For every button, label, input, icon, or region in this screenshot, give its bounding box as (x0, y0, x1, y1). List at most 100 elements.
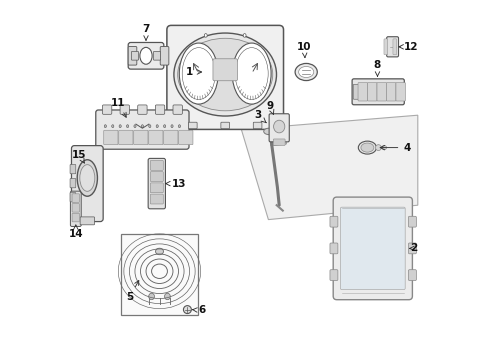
Text: 14: 14 (69, 225, 83, 239)
Ellipse shape (235, 48, 268, 99)
Ellipse shape (204, 33, 207, 37)
Ellipse shape (134, 125, 136, 128)
Text: 2: 2 (410, 243, 417, 253)
Text: 13: 13 (166, 179, 187, 189)
FancyBboxPatch shape (333, 197, 413, 300)
Ellipse shape (295, 63, 318, 81)
FancyBboxPatch shape (330, 216, 338, 227)
FancyBboxPatch shape (273, 139, 285, 145)
Ellipse shape (80, 165, 95, 191)
Ellipse shape (178, 38, 273, 111)
FancyBboxPatch shape (330, 243, 338, 254)
Text: 1: 1 (186, 67, 201, 77)
Polygon shape (242, 115, 418, 220)
FancyBboxPatch shape (72, 213, 79, 222)
FancyBboxPatch shape (102, 105, 112, 114)
Ellipse shape (141, 125, 144, 128)
FancyBboxPatch shape (189, 122, 197, 129)
FancyBboxPatch shape (377, 82, 387, 101)
FancyBboxPatch shape (387, 82, 396, 101)
Text: 9: 9 (267, 101, 274, 114)
Text: 6: 6 (193, 305, 205, 315)
FancyBboxPatch shape (160, 46, 169, 65)
FancyBboxPatch shape (253, 122, 262, 129)
Ellipse shape (182, 48, 215, 99)
Text: 15: 15 (72, 150, 87, 163)
Ellipse shape (77, 160, 98, 196)
Ellipse shape (264, 128, 274, 135)
FancyBboxPatch shape (358, 82, 368, 101)
Ellipse shape (140, 48, 152, 64)
FancyBboxPatch shape (341, 207, 405, 289)
Ellipse shape (174, 33, 276, 116)
Ellipse shape (104, 125, 106, 128)
FancyBboxPatch shape (330, 270, 338, 280)
FancyBboxPatch shape (384, 39, 388, 55)
FancyBboxPatch shape (164, 130, 178, 145)
FancyBboxPatch shape (128, 46, 137, 65)
FancyBboxPatch shape (72, 203, 79, 212)
Text: 3: 3 (254, 110, 266, 123)
FancyBboxPatch shape (138, 105, 147, 114)
FancyBboxPatch shape (396, 82, 405, 101)
Ellipse shape (178, 125, 180, 128)
Ellipse shape (148, 293, 154, 300)
FancyBboxPatch shape (393, 39, 397, 55)
Ellipse shape (361, 143, 374, 152)
Ellipse shape (358, 141, 376, 154)
Polygon shape (270, 131, 286, 146)
Ellipse shape (183, 306, 192, 314)
FancyBboxPatch shape (104, 130, 118, 145)
FancyBboxPatch shape (70, 179, 76, 188)
Text: 12: 12 (399, 42, 418, 52)
FancyBboxPatch shape (72, 146, 103, 222)
Ellipse shape (171, 125, 173, 128)
FancyBboxPatch shape (128, 42, 164, 69)
Text: 5: 5 (126, 280, 139, 302)
Text: 10: 10 (297, 42, 312, 58)
FancyBboxPatch shape (149, 130, 163, 145)
Ellipse shape (298, 67, 314, 77)
Bar (121, 234, 198, 315)
FancyBboxPatch shape (134, 130, 148, 145)
FancyBboxPatch shape (396, 84, 403, 99)
FancyBboxPatch shape (150, 161, 163, 170)
FancyBboxPatch shape (387, 37, 398, 57)
Ellipse shape (375, 145, 381, 150)
FancyBboxPatch shape (71, 191, 81, 226)
FancyBboxPatch shape (179, 130, 193, 145)
Ellipse shape (165, 293, 171, 300)
FancyBboxPatch shape (119, 130, 133, 145)
FancyBboxPatch shape (96, 110, 189, 149)
FancyBboxPatch shape (269, 114, 289, 142)
Text: 11: 11 (111, 98, 126, 117)
FancyBboxPatch shape (155, 105, 165, 114)
Ellipse shape (273, 120, 285, 133)
FancyBboxPatch shape (80, 217, 95, 225)
FancyBboxPatch shape (167, 25, 284, 129)
FancyBboxPatch shape (368, 82, 377, 101)
FancyBboxPatch shape (150, 194, 163, 204)
FancyBboxPatch shape (120, 105, 129, 114)
Ellipse shape (382, 145, 387, 150)
FancyBboxPatch shape (72, 194, 79, 202)
FancyBboxPatch shape (70, 165, 76, 174)
Ellipse shape (232, 43, 271, 104)
Text: 8: 8 (374, 60, 381, 76)
Ellipse shape (243, 33, 246, 37)
Ellipse shape (112, 125, 114, 128)
Ellipse shape (164, 125, 166, 128)
FancyBboxPatch shape (131, 51, 139, 60)
FancyBboxPatch shape (70, 193, 76, 202)
FancyBboxPatch shape (148, 158, 166, 209)
FancyBboxPatch shape (409, 216, 416, 227)
FancyBboxPatch shape (221, 122, 229, 129)
Ellipse shape (179, 43, 218, 104)
Ellipse shape (149, 125, 151, 128)
Text: 4: 4 (380, 143, 411, 153)
Text: 7: 7 (142, 24, 149, 40)
FancyBboxPatch shape (150, 183, 163, 193)
Ellipse shape (119, 125, 121, 128)
FancyBboxPatch shape (150, 172, 163, 181)
Ellipse shape (126, 125, 129, 128)
